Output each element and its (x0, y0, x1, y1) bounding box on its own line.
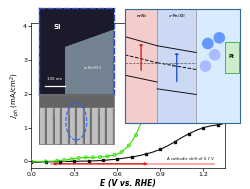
Text: A cathodic shift of 0.7 V: A cathodic shift of 0.7 V (167, 157, 214, 161)
Point (29, 160, 33, 163)
Point (216, 123, 220, 126)
Point (158, 148, 162, 151)
Text: $\alpha$-Fe$_2$O$_3$: $\alpha$-Fe$_2$O$_3$ (168, 12, 186, 20)
Text: 100 nm: 100 nm (47, 77, 62, 81)
Point (76, 156, 80, 160)
Point (127, 144, 131, 147)
FancyBboxPatch shape (225, 42, 239, 73)
Point (115, 158, 119, 161)
Circle shape (214, 33, 224, 43)
Point (72, 160, 76, 163)
Point (105, 155, 109, 158)
Point (29, 161, 33, 164)
Text: $J_{ph}$@1.23V
> 250 %: $J_{ph}$@1.23V > 250 % (162, 93, 189, 108)
Circle shape (210, 50, 220, 60)
Point (101, 159, 105, 162)
Y-axis label: $J_{ph}$ (mA/cm$^2$): $J_{ph}$ (mA/cm$^2$) (8, 72, 22, 119)
Point (98, 156, 102, 159)
Circle shape (202, 38, 213, 49)
Point (173, 140, 177, 143)
Point (198, 36, 202, 40)
Point (187, 132, 191, 135)
Text: $\alpha$-Fe$_2$O$_3$: $\alpha$-Fe$_2$O$_3$ (83, 65, 102, 72)
X-axis label: E (V vs. RHE): E (V vs. RHE) (100, 179, 156, 188)
Text: n-Si: n-Si (136, 14, 146, 18)
Point (148, 101, 152, 104)
Point (220, 24, 224, 27)
Circle shape (200, 61, 211, 71)
Point (120, 150, 124, 153)
Text: $E_{redox}$: $E_{redox}$ (171, 62, 182, 70)
Point (170, 59, 174, 62)
Point (87, 160, 91, 163)
Point (177, 52, 181, 55)
Point (192, 41, 196, 44)
Point (44, 160, 48, 163)
Point (206, 31, 210, 34)
Point (130, 156, 134, 159)
Polygon shape (39, 8, 114, 94)
Point (62, 159, 66, 162)
Point (156, 85, 160, 88)
Point (163, 71, 167, 74)
Point (213, 27, 217, 30)
Polygon shape (65, 29, 114, 94)
Text: Pt: Pt (229, 54, 235, 59)
Point (84, 156, 88, 159)
Point (44, 160, 48, 163)
Text: Si: Si (54, 24, 61, 30)
Point (202, 126, 205, 129)
Point (134, 134, 138, 137)
Point (184, 46, 188, 50)
Point (70, 158, 73, 161)
Point (112, 153, 116, 156)
Point (91, 156, 95, 159)
Point (144, 153, 148, 156)
Point (55, 159, 59, 162)
Point (141, 118, 145, 121)
Point (58, 160, 62, 163)
